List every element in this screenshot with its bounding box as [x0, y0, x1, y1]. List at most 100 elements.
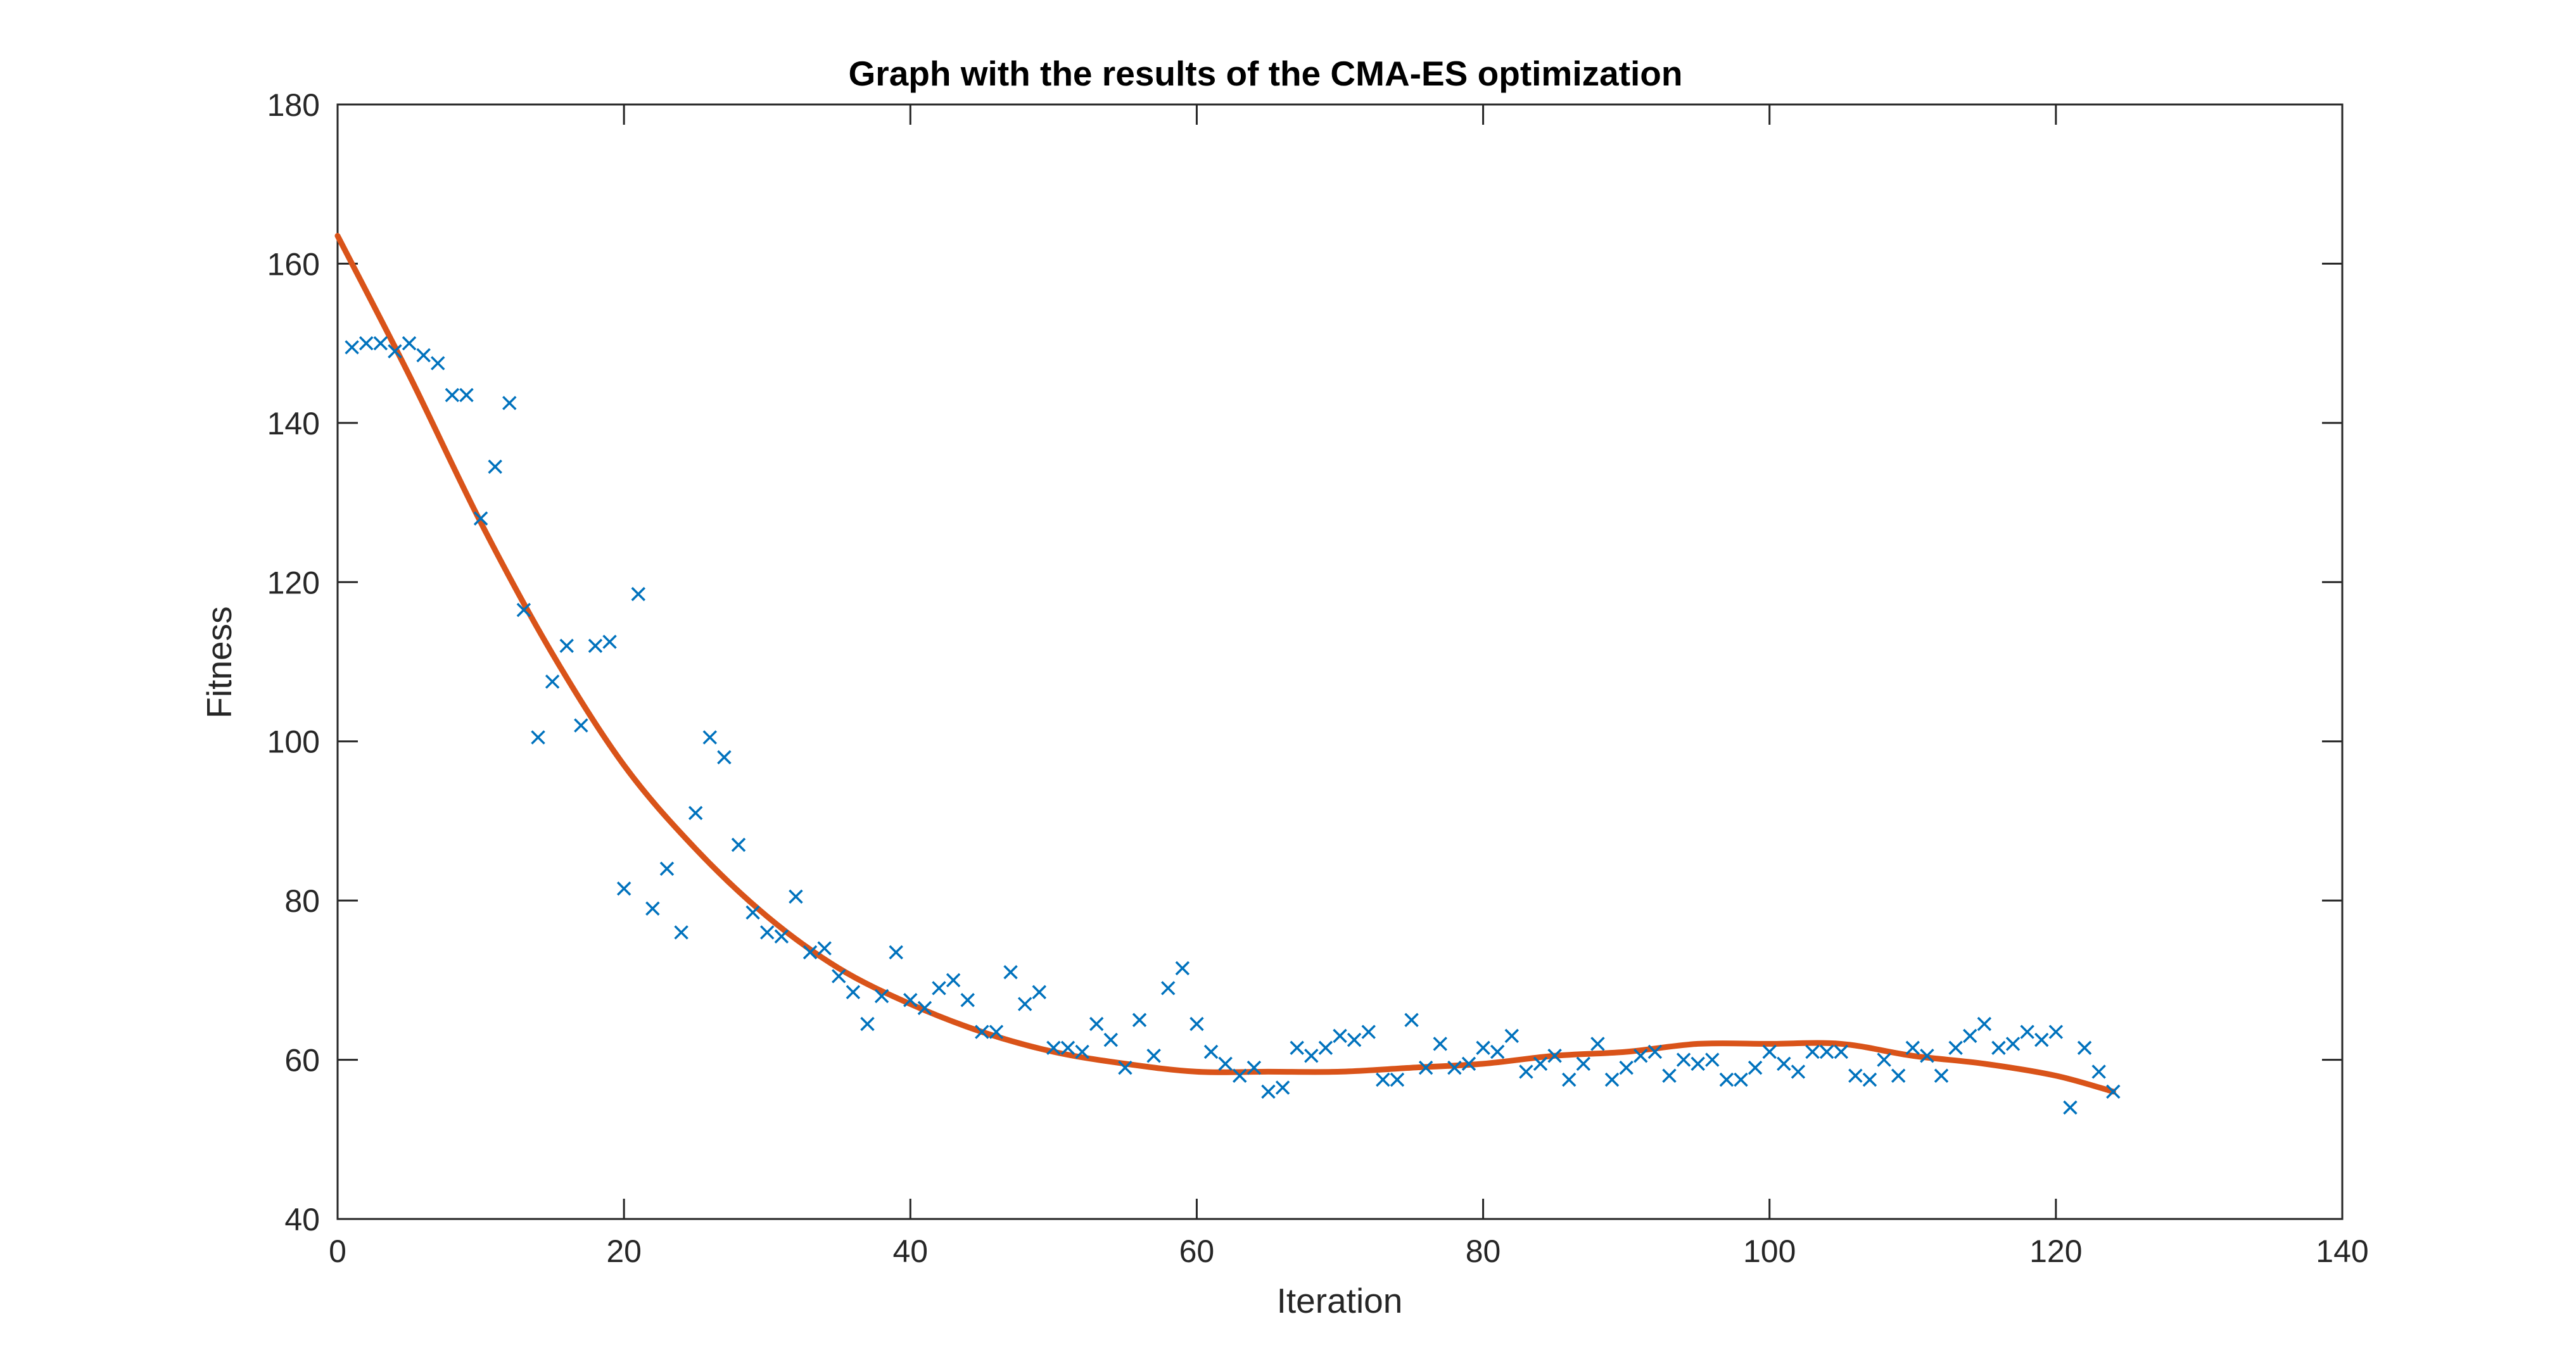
scatter-point — [358, 336, 374, 351]
scatter-point — [1991, 1040, 2006, 1055]
chart-title: Graph with the results of the CMA-ES opt… — [849, 54, 1683, 93]
scatter-point — [1948, 1040, 1963, 1055]
scatter-point — [1762, 1044, 1777, 1059]
scatter-point — [1461, 1056, 1476, 1071]
scatter-point — [1719, 1072, 1734, 1087]
scatter-point — [1691, 1056, 1705, 1071]
x-tick-label: 120 — [2029, 1234, 2082, 1269]
scatter-point — [1848, 1068, 1863, 1083]
scatter-point — [1046, 1040, 1061, 1055]
scatter-point — [1504, 1028, 1520, 1044]
scatter-point — [373, 336, 388, 351]
x-tick-label: 0 — [329, 1234, 346, 1269]
y-tick-label: 180 — [267, 87, 320, 123]
scatter-point — [1734, 1072, 1748, 1087]
scatter-point — [1576, 1056, 1591, 1071]
scatter-point — [473, 511, 488, 526]
y-tick-label: 100 — [267, 724, 320, 760]
scatter-point — [1075, 1044, 1089, 1059]
scatter-point — [416, 348, 431, 363]
scatter-point — [1920, 1049, 1934, 1063]
scatter-point — [1447, 1060, 1462, 1075]
scatter-point — [1662, 1068, 1677, 1083]
scatter-point — [502, 396, 517, 410]
scatter-point — [1146, 1049, 1161, 1063]
scatter-point — [932, 981, 946, 995]
scatter-point — [1160, 981, 1176, 995]
scatter-point — [2034, 1032, 2049, 1047]
scatter-point — [1175, 961, 1190, 976]
scatter-point — [1647, 1044, 1663, 1059]
y-axis-label: Fitness — [200, 606, 239, 718]
scatter-point — [1032, 985, 1046, 999]
scatter-point — [789, 889, 803, 904]
scatter-point — [2048, 1025, 2064, 1039]
scatter-point — [2077, 1040, 2092, 1055]
scatter-point — [1590, 1037, 1605, 1051]
scatter-point — [431, 356, 445, 370]
scatter-point — [946, 973, 961, 988]
x-tick-label: 100 — [1743, 1234, 1796, 1269]
scatter-point — [846, 985, 861, 999]
scatter-point — [774, 929, 789, 944]
x-ticks: 0 20 40 60 80 100 120 140 — [329, 104, 2369, 1269]
scatter-point — [516, 603, 531, 617]
scatter-point — [874, 988, 889, 1004]
scatter-point — [1060, 1040, 1075, 1055]
scatter-point — [1203, 1044, 1219, 1059]
y-tick-label: 60 — [284, 1043, 320, 1078]
scatter-point — [1103, 1032, 1119, 1047]
scatter-point — [1604, 1072, 1620, 1087]
scatter-point — [1333, 1028, 1347, 1044]
scatter-point — [1547, 1049, 1562, 1063]
scatter-point — [960, 993, 975, 1007]
scatter-point — [574, 718, 588, 733]
scatter-point — [602, 635, 617, 649]
fit-line — [334, 232, 2116, 1095]
y-tick-label: 80 — [284, 883, 320, 919]
scatter-point — [1361, 1025, 1376, 1039]
scatter-point — [1476, 1040, 1490, 1055]
scatter-point — [1318, 1040, 1333, 1055]
y-ticks: 40 60 80 100 120 140 160 180 — [267, 87, 2342, 1237]
scatter-point — [1834, 1044, 1848, 1059]
scatter-point — [1261, 1084, 1276, 1099]
scatter-point — [1533, 1056, 1548, 1071]
scatter-point — [459, 388, 474, 403]
scatter-point — [1891, 1068, 1906, 1083]
scatter-point — [688, 805, 703, 821]
scatter-point — [1561, 1072, 1577, 1087]
scatter-point — [746, 905, 760, 920]
scatter-point — [545, 674, 560, 689]
scatter-point — [1905, 1040, 1920, 1055]
scatter-point — [1304, 1049, 1319, 1063]
scatter-point — [975, 1025, 989, 1039]
scatter-point — [1519, 1064, 1533, 1079]
scatter-point — [1347, 1032, 1362, 1047]
scatter-point — [616, 881, 631, 896]
scatter-point — [759, 925, 775, 940]
scatter-point — [1118, 1060, 1133, 1075]
scatter-point — [388, 344, 402, 358]
scatter-point — [1132, 1013, 1147, 1027]
scatter-point — [2091, 1064, 2106, 1079]
scatter-point — [1977, 1016, 1992, 1032]
scatter-point — [2063, 1100, 2078, 1115]
scatter-point — [803, 945, 818, 960]
scatter-point — [1748, 1060, 1763, 1075]
scatter-point — [1233, 1068, 1247, 1083]
scatter-point — [1705, 1052, 1720, 1067]
y-tick-label: 140 — [267, 406, 320, 441]
scatter-point — [1003, 965, 1018, 980]
scatter-point — [917, 1001, 932, 1016]
scatter-point — [659, 861, 675, 876]
scatter-point — [1190, 1016, 1204, 1032]
scatter-point — [1247, 1060, 1262, 1075]
scatter-point — [1934, 1068, 1949, 1083]
scatter-point — [345, 340, 359, 355]
scatter-point — [1017, 997, 1032, 1011]
scatter-point — [631, 586, 645, 602]
scatter-point — [1819, 1044, 1834, 1059]
scatter-point — [445, 388, 460, 403]
